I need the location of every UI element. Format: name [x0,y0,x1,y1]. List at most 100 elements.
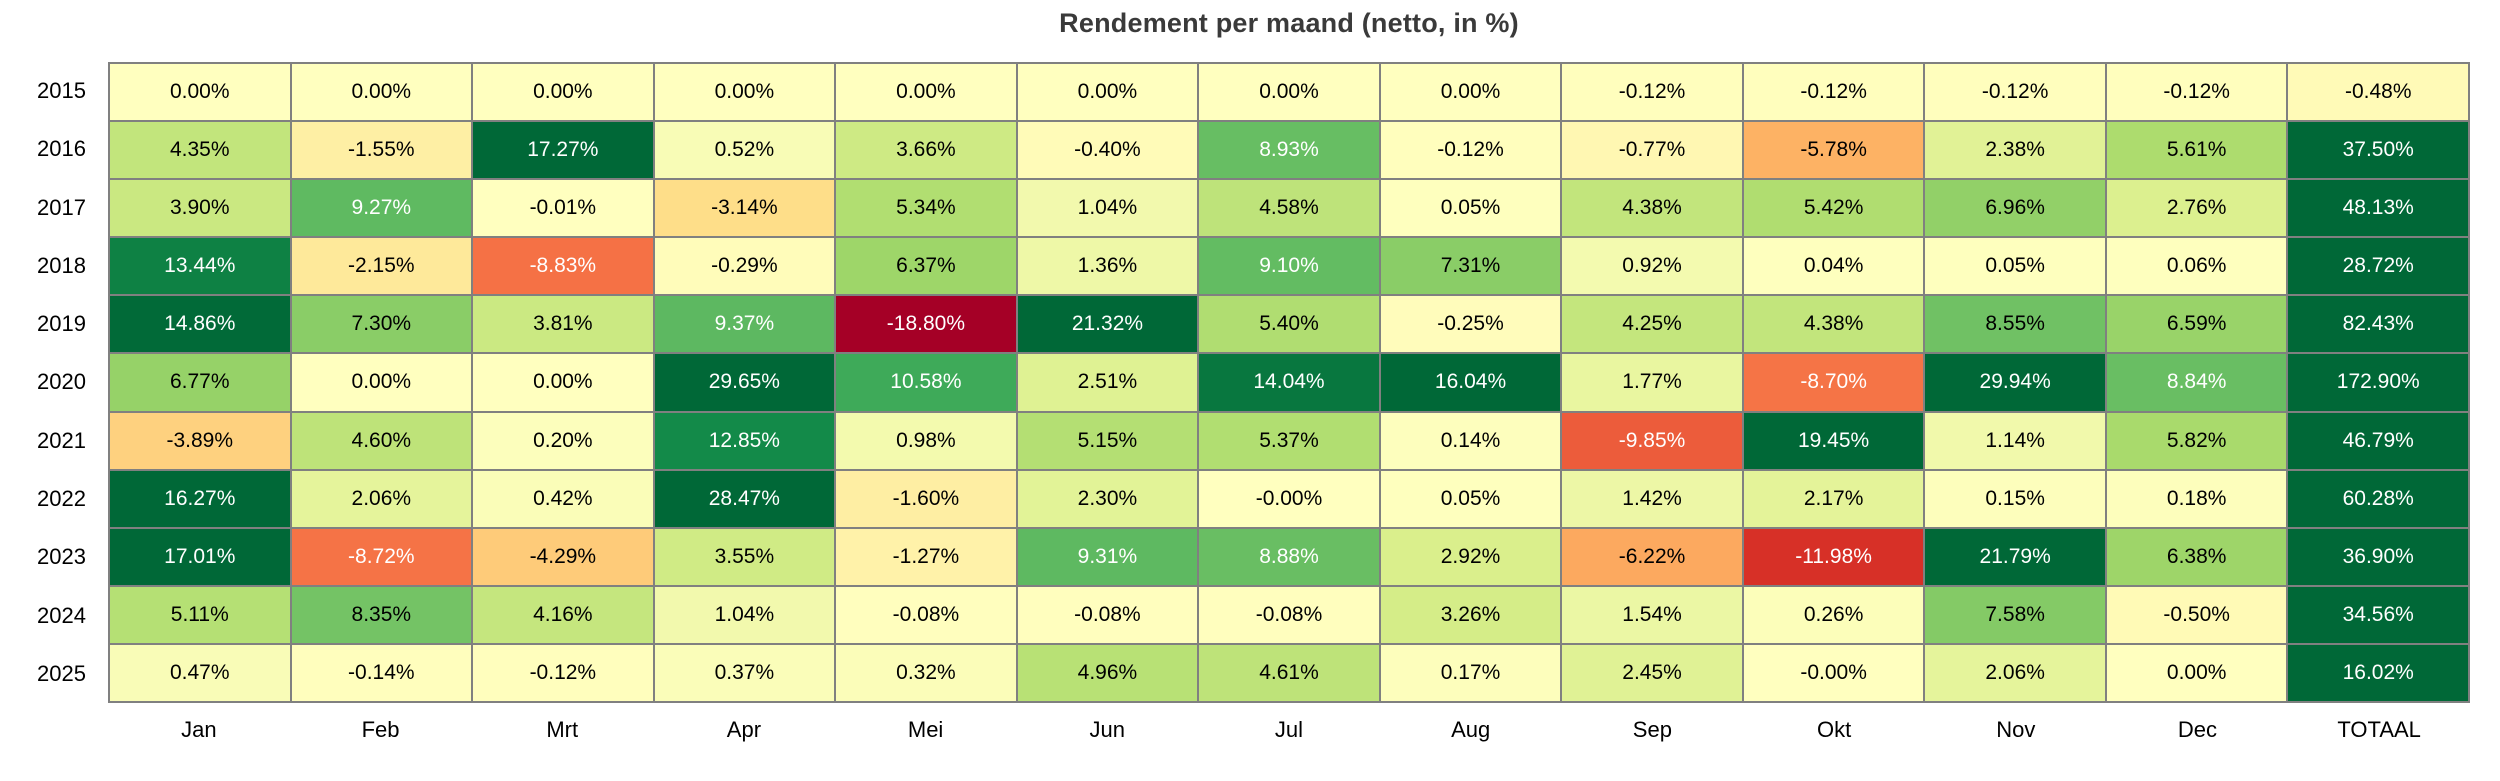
heatmap-cell: 3.90% [109,179,291,238]
heatmap-cell: 0.05% [1924,237,2106,296]
heatmap-cell: 5.37% [1198,411,1380,470]
heatmap-cell: 5.11% [109,585,291,644]
heatmap-cell: 0.18% [2105,469,2288,528]
heatmap-cell: 2.38% [1924,121,2106,180]
heatmap-cell-total: 172.90% [2287,353,2469,412]
heatmap-cell: 16.04% [1379,353,1562,412]
heatmap-cell: -8.70% [1742,353,1925,412]
heatmap-cell: 7.30% [290,295,473,354]
heatmap-cell-total: 46.79% [2287,411,2469,470]
year-axis: 2015 2016 2017 2018 2019 2020 2021 2022 2023 2024… [0,62,100,703]
row-label-year: 2019 [37,311,86,337]
column-label: Dec [2177,717,2218,742]
heatmap-cell: 8.35% [290,585,473,644]
heatmap-cell: -2.15% [290,237,473,296]
heatmap-cell: 2.06% [1924,643,2106,702]
heatmap-cell: -0.25% [1379,295,1562,354]
heatmap-cell: 21.79% [1924,527,2106,586]
heatmap-cell-total: 36.90% [2287,527,2469,586]
heatmap-cell: 4.61% [1198,643,1380,702]
heatmap-cell: 0.00% [1198,63,1380,122]
heatmap-cell: 6.77% [109,353,291,412]
column-label: Okt [1816,717,1852,742]
heatmap-cell: 1.54% [1561,585,1743,644]
heatmap-cell: 8.88% [1198,527,1380,586]
heatmap-cell: 5.42% [1742,179,1925,238]
row-label-year: 2020 [37,369,86,395]
heatmap-cell: 5.82% [2105,411,2288,470]
heatmap-cell: 4.60% [290,411,473,470]
heatmap-cell: -6.22% [1561,527,1743,586]
row-label-year: 2017 [37,194,86,220]
heatmap-cell: 0.00% [2105,643,2288,702]
heatmap-cell-total: 34.56% [2287,585,2469,644]
heatmap-cell: -8.83% [472,237,654,296]
heatmap-cell-total: 82.43% [2287,295,2469,354]
heatmap-cell: 0.00% [472,353,654,412]
heatmap-cell: 6.96% [1924,179,2106,238]
heatmap-cell: -0.01% [472,179,654,238]
heatmap-cell: 6.37% [835,237,1017,296]
heatmap-cell: -0.12% [1561,63,1743,122]
heatmap-cell: 29.94% [1924,353,2106,412]
heatmap-cell: 0.47% [109,643,291,702]
heatmap-cell-total: 28.72% [2287,237,2469,296]
heatmap-cell: -0.00% [1742,643,1925,702]
column-label: Jul [1274,717,1304,742]
heatmap-cell: -18.80% [835,295,1017,354]
heatmap-cell: -0.08% [1198,585,1380,644]
heatmap-cell: 0.06% [2105,237,2288,296]
heatmap-cell: -1.55% [290,121,473,180]
heatmap-cell: 0.15% [1924,469,2106,528]
heatmap-cell: 1.42% [1561,469,1743,528]
heatmap-cell: 8.55% [1924,295,2106,354]
heatmap-cell: -0.77% [1561,121,1743,180]
column-label: Apr [726,717,762,742]
column-label: Feb [361,717,400,742]
heatmap-cell: -0.14% [290,643,473,702]
heatmap-cell: 3.81% [472,295,654,354]
row-label-year: 2023 [37,544,86,570]
heatmap-cell: 0.00% [653,63,836,122]
heatmap-cell: 3.55% [653,527,836,586]
heatmap-cell: 0.20% [472,411,654,470]
heatmap-cell: 17.01% [109,527,291,586]
heatmap-cell: 8.84% [2105,353,2288,412]
heatmap-cell: -0.08% [835,585,1017,644]
heatmap-cell: 1.04% [653,585,836,644]
heatmap-cell: 0.17% [1379,643,1562,702]
heatmap-cell: 1.14% [1924,411,2106,470]
heatmap-cell: 1.04% [1016,179,1199,238]
heatmap-cell: 4.16% [472,585,654,644]
heatmap-cell: 0.52% [653,121,836,180]
heatmap-cell: 0.00% [290,353,473,412]
heatmap-cell: 0.00% [290,63,473,122]
column-label: Mrt [546,717,579,742]
column-label: Sep [1632,717,1672,742]
heatmap-cell: 8.93% [1198,121,1380,180]
heatmap-cell: 21.32% [1016,295,1199,354]
heatmap-cell: -0.12% [2105,63,2288,122]
column-label: Jun [1089,717,1126,742]
row-label-year: 2022 [37,486,86,512]
heatmap-cell: 3.26% [1379,585,1562,644]
heatmap-cell: 2.51% [1016,353,1199,412]
heatmap-cell: 13.44% [109,237,291,296]
heatmap-cell: -3.14% [653,179,836,238]
heatmap-cell-total: 16.02% [2287,643,2469,702]
heatmap-cell: 0.00% [109,63,291,122]
row-label-year: 2016 [37,136,86,162]
heatmap-cell: 0.26% [1742,585,1925,644]
column-label: Jan [181,717,217,742]
heatmap-cell: 2.17% [1742,469,1925,528]
heatmap-cell: 14.86% [109,295,291,354]
heatmap-cell: 0.37% [653,643,836,702]
heatmap-cell: -1.60% [835,469,1017,528]
heatmap-cell: 28.47% [653,469,836,528]
heatmap-cell: -4.29% [472,527,654,586]
heatmap-cell: 12.85% [653,411,836,470]
row-label-year: 2021 [37,427,86,453]
heatmap-cell: 0.32% [835,643,1017,702]
heatmap-cell: 16.27% [109,469,291,528]
